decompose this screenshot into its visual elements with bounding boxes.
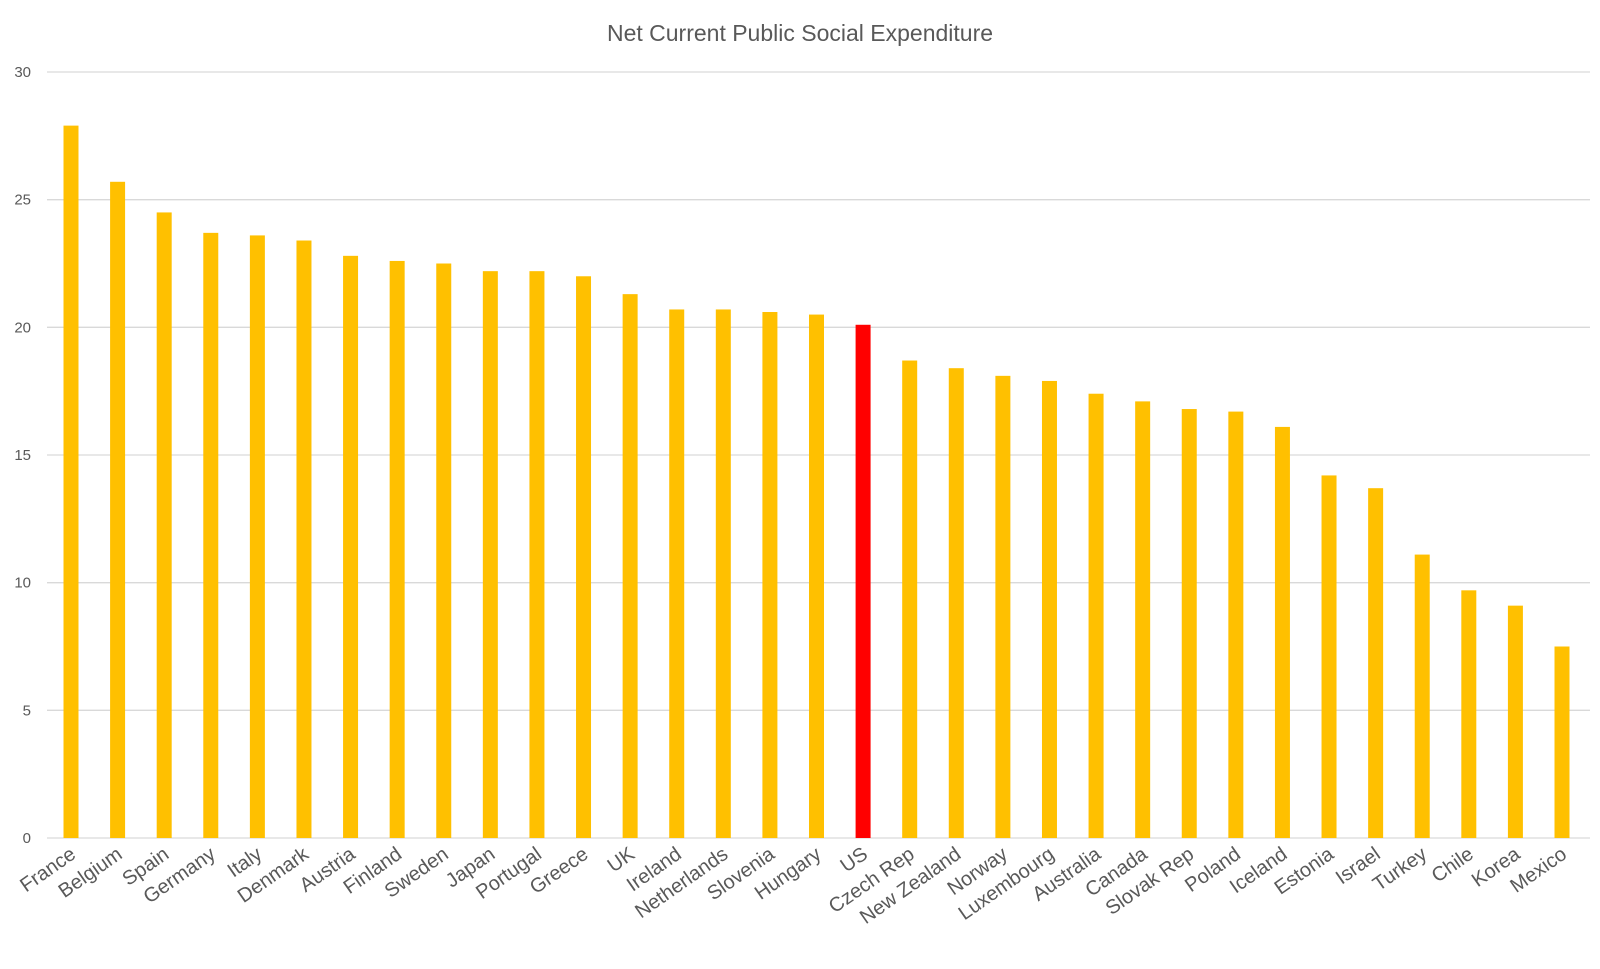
bar-australia (1088, 393, 1104, 838)
bar-france (63, 125, 79, 839)
y-tick-label: 10 (14, 575, 31, 592)
bar-japan (482, 271, 498, 838)
bar-portugal (529, 271, 545, 838)
bar-mexico (1554, 646, 1570, 838)
bar-new-zealand (948, 368, 964, 838)
bar-finland (389, 260, 405, 838)
bar-iceland (1274, 426, 1290, 838)
chart-title: Net Current Public Social Expenditure (607, 20, 993, 46)
bar-austria (343, 255, 359, 839)
bar-germany (203, 232, 219, 839)
bar-denmark (296, 240, 312, 838)
bar-poland (1228, 411, 1244, 838)
y-tick-label: 30 (14, 64, 31, 81)
bar-korea (1507, 605, 1523, 838)
bar-ireland (669, 309, 685, 839)
bar-slovak-rep (1181, 409, 1197, 838)
y-tick-label: 0 (23, 830, 31, 847)
bar-belgium (110, 181, 126, 839)
y-axis-tick-labels: 0 5 10 15 20 25 30 (14, 64, 31, 847)
bar-canada (1135, 401, 1151, 838)
bar-italy (249, 235, 265, 838)
bar-sweden (436, 263, 452, 838)
bar-estonia (1321, 475, 1337, 838)
y-tick-label: 5 (23, 702, 31, 719)
bar-greece (576, 276, 592, 838)
y-tick-label: 20 (14, 319, 31, 336)
bar-hungary (809, 314, 824, 838)
bar-israel (1368, 488, 1384, 838)
bar-luxembourg (1041, 380, 1057, 838)
y-tick-label: 25 (14, 192, 31, 209)
bar-turkey (1414, 554, 1430, 838)
bars (63, 125, 1570, 839)
bar-uk (622, 294, 638, 838)
bar-us (855, 324, 871, 838)
bar-spain (156, 212, 172, 838)
bar-czech-rep (902, 360, 918, 838)
bar-netherlands (715, 309, 731, 839)
bar-norway (995, 375, 1011, 838)
y-tick-label: 15 (14, 447, 31, 464)
bar-slovenia (762, 312, 778, 838)
bar-chile (1461, 590, 1477, 838)
